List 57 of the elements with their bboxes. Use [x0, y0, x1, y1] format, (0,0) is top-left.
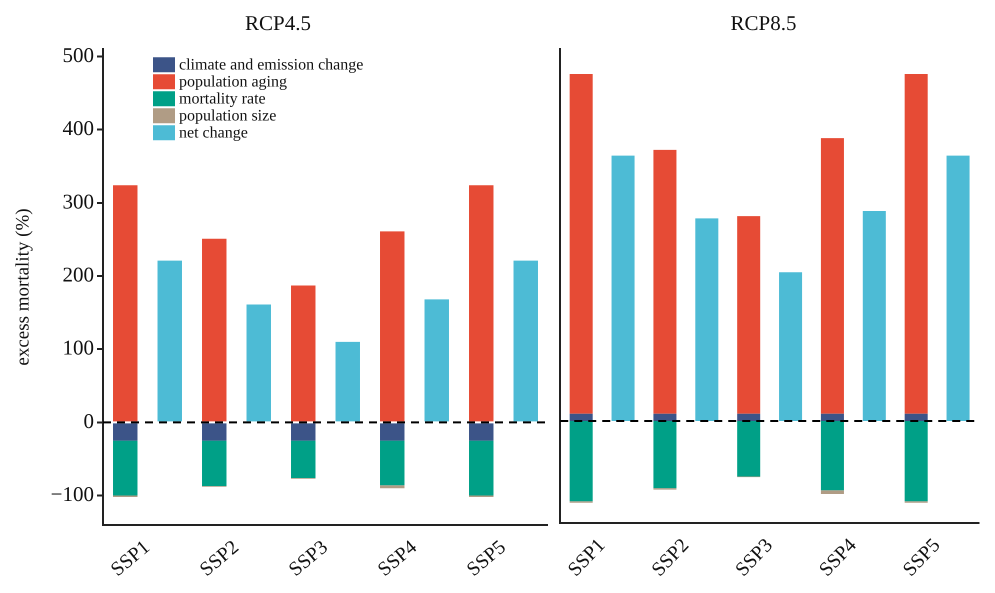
- bar: [904, 421, 928, 502]
- y-tick-label: 200: [62, 262, 94, 287]
- bar: [653, 150, 676, 414]
- bar: [158, 260, 182, 422]
- bar: [820, 490, 844, 494]
- legend-label: net change: [179, 124, 248, 142]
- bar: [424, 299, 449, 422]
- bar: [469, 440, 494, 496]
- bar: [336, 342, 360, 422]
- x-tick-label: SSP1: [106, 536, 154, 581]
- bar: [113, 423, 138, 441]
- chart-title: RCP4.5: [245, 11, 311, 36]
- bar: [291, 440, 316, 478]
- bar: [695, 218, 718, 422]
- bar: [514, 260, 538, 422]
- bar: [779, 272, 802, 422]
- bar: [570, 74, 593, 414]
- bar: [570, 421, 593, 502]
- legend-label: climate and emission change: [179, 56, 364, 74]
- y-tick-label: −100: [50, 482, 94, 506]
- bar: [737, 216, 760, 414]
- bar: [946, 156, 970, 422]
- bar: [862, 211, 886, 422]
- bar: [653, 421, 676, 488]
- bar: [737, 414, 760, 422]
- legend-label: population size: [179, 107, 276, 124]
- bar: [737, 421, 760, 476]
- bar: [469, 423, 494, 441]
- bar: [653, 414, 676, 422]
- bar: [904, 414, 928, 422]
- bar: [291, 423, 316, 441]
- legend-label: population aging: [179, 73, 287, 90]
- bar: [202, 423, 226, 441]
- bar: [202, 238, 226, 422]
- y-tick-label: 0: [84, 408, 94, 433]
- bar: [612, 156, 635, 422]
- bar: [820, 138, 844, 414]
- bar: [570, 414, 593, 422]
- y-tick-label: 100: [62, 336, 94, 360]
- y-axis-title: excess mortality (%): [12, 208, 34, 366]
- bar: [202, 440, 226, 486]
- y-tick-label: 300: [62, 189, 94, 214]
- bar: [820, 421, 844, 490]
- bar: [246, 304, 271, 422]
- bar: [380, 231, 404, 422]
- bar: [113, 440, 138, 496]
- bar: [380, 440, 404, 486]
- bar: [820, 414, 844, 422]
- bar: [904, 74, 928, 414]
- bar: [113, 185, 138, 422]
- bar: [380, 423, 404, 441]
- bar: [469, 185, 494, 422]
- bar: [291, 286, 316, 422]
- chart-title: RCP8.5: [730, 11, 796, 36]
- y-tick-label: 400: [62, 116, 94, 140]
- legend-label: mortality rate: [179, 90, 266, 108]
- y-tick-label: 500: [62, 43, 94, 68]
